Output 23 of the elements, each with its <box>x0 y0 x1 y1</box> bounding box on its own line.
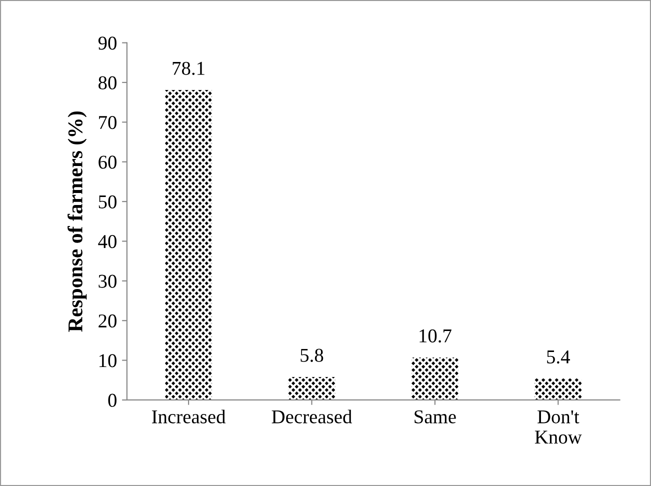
y-tick-label: 70 <box>99 116 116 130</box>
bar <box>288 376 336 400</box>
x-tick-label: Don't Know <box>534 410 582 444</box>
x-tick-label: Increased <box>152 410 226 424</box>
y-axis-title: Response of farmers (%) <box>68 111 87 332</box>
x-tick-label: Decreased <box>272 410 352 424</box>
data-label: 5.4 <box>547 350 570 364</box>
x-tick-label: Same <box>414 410 456 424</box>
data-label: 78.1 <box>172 62 204 76</box>
bar <box>412 358 458 400</box>
y-tick-label: 30 <box>98 274 116 288</box>
bar <box>534 378 582 400</box>
y-tick-label: 80 <box>98 76 116 90</box>
y-tick-label: 60 <box>98 156 116 169</box>
data-label: 5.8 <box>300 348 324 362</box>
y-tick-label: 90 <box>98 36 116 50</box>
bar <box>165 90 212 400</box>
data-label: 10.7 <box>420 329 452 343</box>
y-tick-label: 0 <box>108 394 116 407</box>
y-tick-label: 20 <box>98 314 116 328</box>
y-tick-label: 10 <box>99 354 116 368</box>
y-tick-label: 40 <box>98 235 116 248</box>
y-tick-label: 50 <box>98 195 116 208</box>
